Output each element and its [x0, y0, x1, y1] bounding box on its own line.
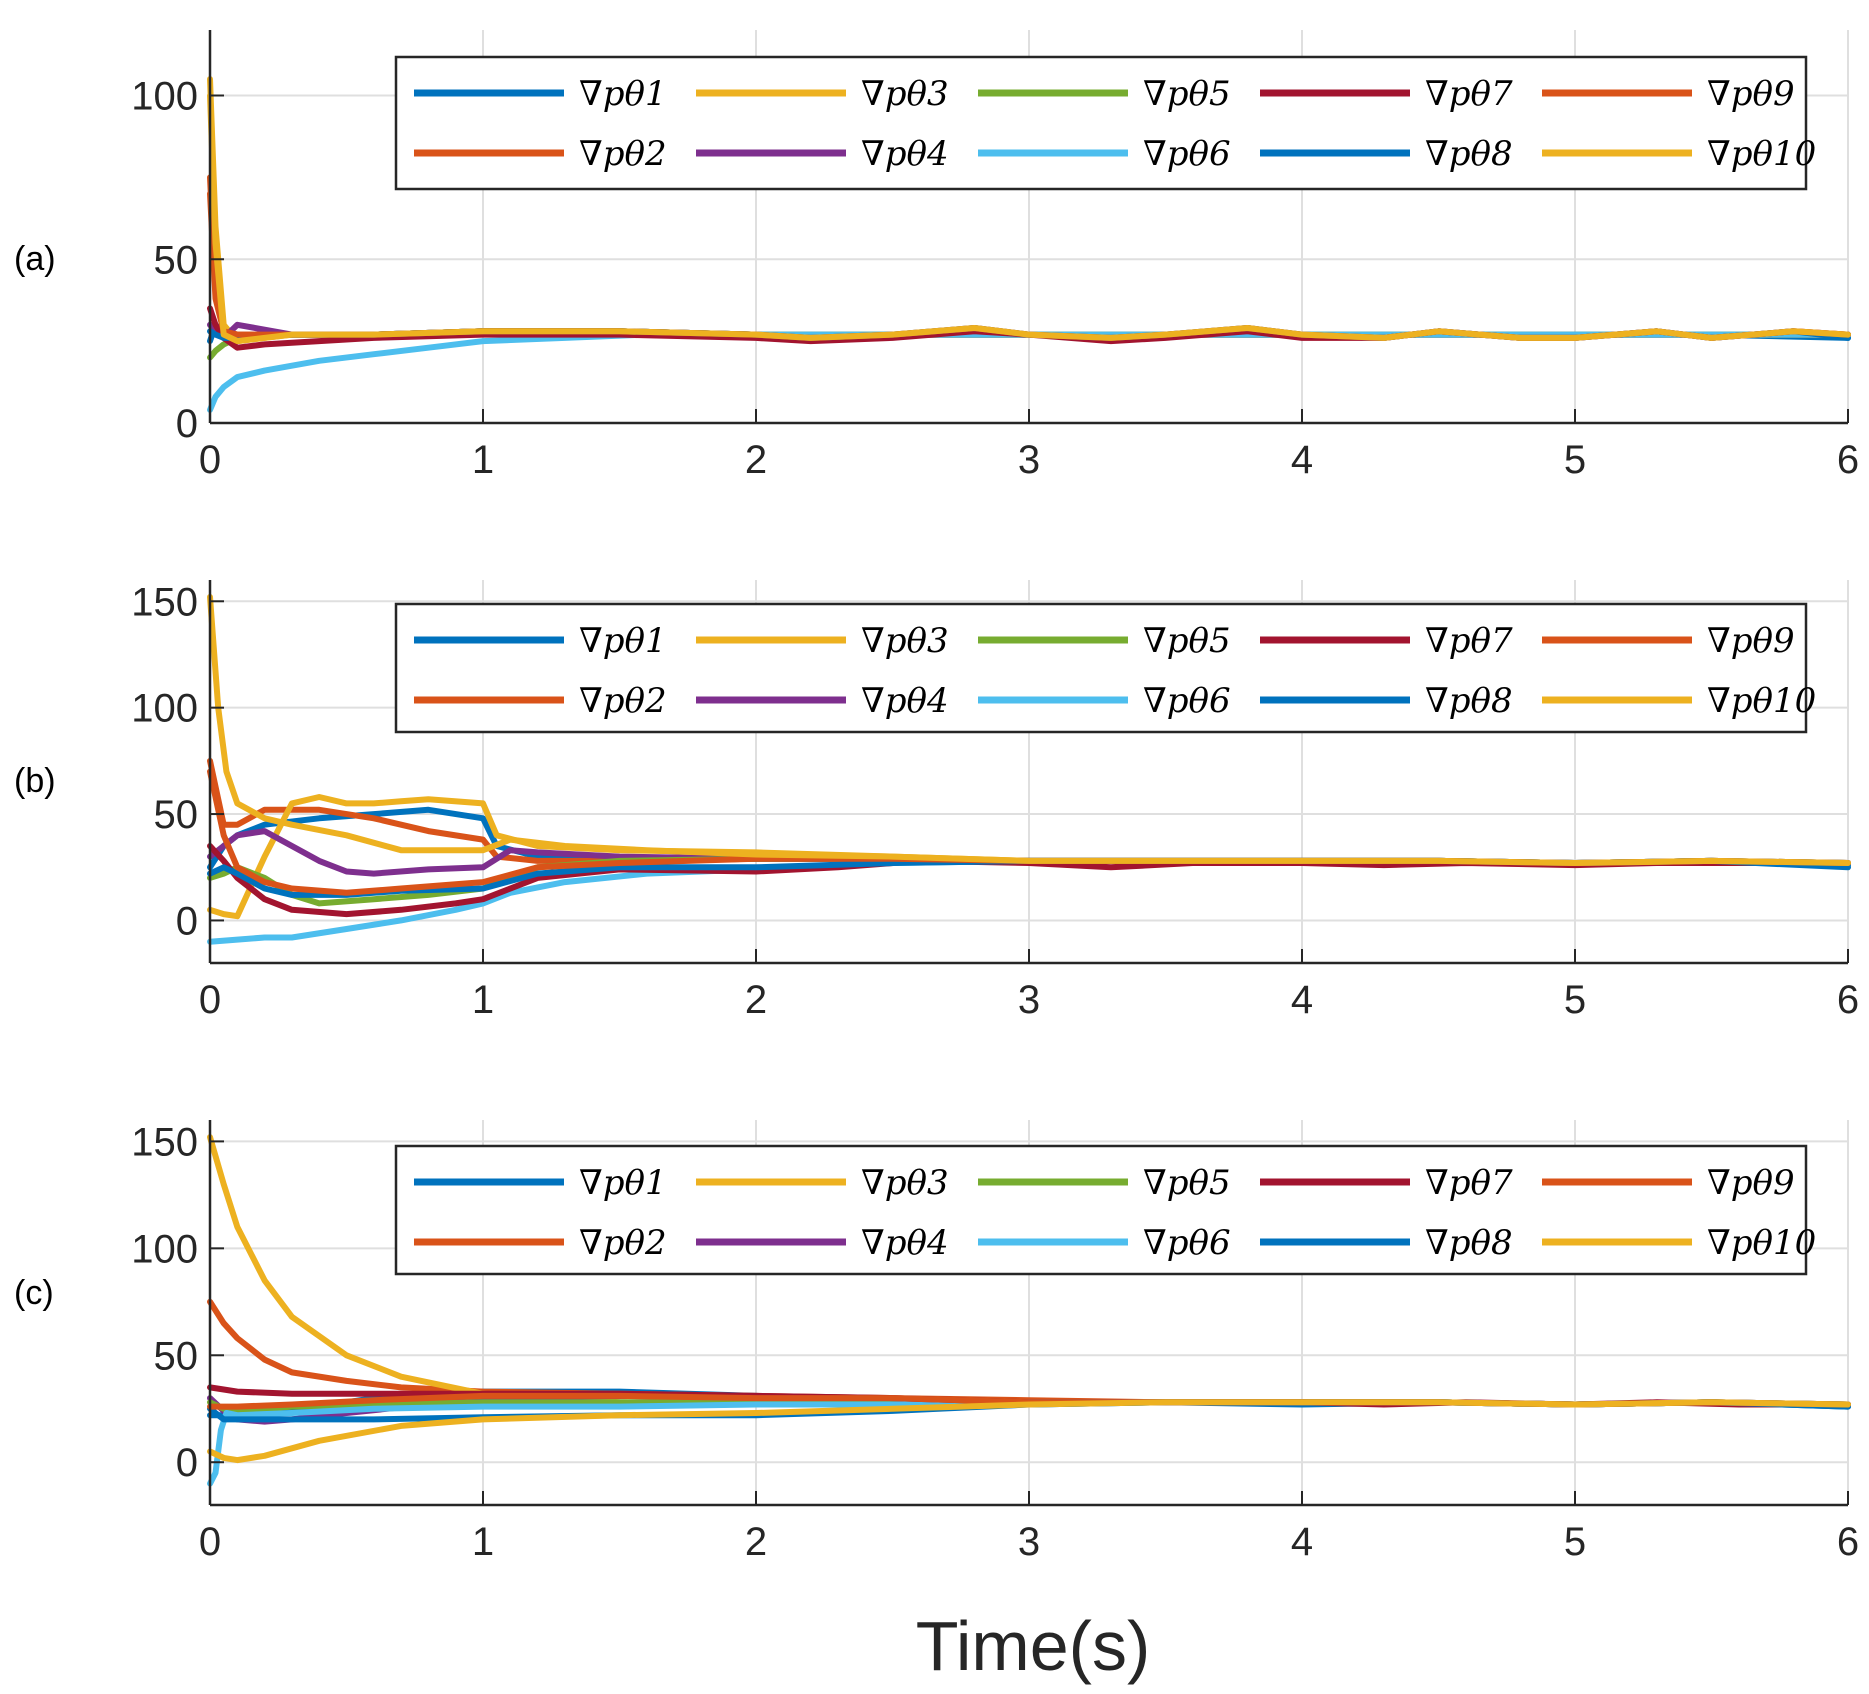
x-tick-label: 1 [472, 1520, 494, 1564]
y-tick-label: 50 [154, 1334, 199, 1378]
y-tick-label: 50 [154, 793, 199, 837]
x-tick-label: 4 [1291, 1520, 1313, 1564]
y-tick-label: 150 [131, 580, 198, 624]
legend-label: ∇pθ3 [861, 1163, 949, 1203]
legend-label: ∇pθ2 [579, 134, 667, 174]
y-tick-label: 0 [176, 402, 198, 446]
series-line-10 [207, 92, 1851, 345]
legend-label: ∇pθ7 [1425, 74, 1513, 114]
x-tick-label: 1 [472, 438, 494, 482]
panel-label: (b) [14, 762, 56, 800]
y-tick-label: 100 [131, 1227, 198, 1271]
y-tick-label: 100 [131, 687, 198, 731]
y-tick-label: 0 [176, 899, 198, 943]
y-tick-label: 50 [154, 238, 199, 282]
legend-label: ∇pθ9 [1707, 74, 1795, 114]
legend-label: ∇pθ6 [1143, 134, 1231, 174]
panel-0: 0 1 2 3 4 5 6 0 50 100 (a) ∇pθ1 ∇pθ3 ∇pθ5 ∇pθ7 ∇pθ9 ∇pθ2… [14, 30, 1859, 482]
legend-box [394, 1144, 1808, 1276]
legend-label: ∇pθ2 [579, 1223, 667, 1263]
legend-label: ∇pθ7 [1425, 621, 1513, 661]
legend-label: ∇pθ8 [1425, 134, 1513, 174]
series-line-10 [207, 594, 1851, 866]
legend-label: ∇pθ5 [1143, 621, 1231, 661]
x-tick-label: 2 [745, 438, 767, 482]
legend-label: ∇pθ1 [579, 74, 667, 114]
legend-label: ∇pθ5 [1143, 74, 1231, 114]
legend-label: ∇pθ3 [861, 621, 949, 661]
legend-label: ∇pθ1 [579, 1163, 667, 1203]
x-tick-label: 5 [1564, 438, 1586, 482]
x-tick-label: 5 [1564, 978, 1586, 1022]
panel-label: (a) [14, 240, 56, 278]
legend-label: ∇pθ7 [1425, 1163, 1513, 1203]
y-tick-label: 0 [176, 1441, 198, 1485]
legend-label: ∇pθ10 [1707, 681, 1816, 721]
x-tick-label: 3 [1018, 438, 1040, 482]
legend-label: ∇pθ9 [1707, 1163, 1795, 1203]
x-tick-label: 0 [199, 1520, 221, 1564]
x-tick-label: 3 [1018, 1520, 1040, 1564]
legend-label: ∇pθ3 [861, 74, 949, 114]
legend-label: ∇pθ6 [1143, 1223, 1231, 1263]
x-tick-label: 0 [199, 438, 221, 482]
legend-label: ∇pθ8 [1425, 1223, 1513, 1263]
x-tick-label: 6 [1837, 438, 1859, 482]
x-tick-label: 1 [472, 978, 494, 1022]
x-tick-label: 3 [1018, 978, 1040, 1022]
x-tick-label: 6 [1837, 978, 1859, 1022]
legend: ∇pθ1 ∇pθ3 ∇pθ5 ∇pθ7 ∇pθ9 ∇pθ2 ∇pθ4 ∇pθ6 ∇pθ8 ∇pθ1… [394, 602, 1816, 734]
legend-label: ∇pθ2 [579, 681, 667, 721]
legend-label: ∇pθ10 [1707, 1223, 1816, 1263]
legend: ∇pθ1 ∇pθ3 ∇pθ5 ∇pθ7 ∇pθ9 ∇pθ2 ∇pθ4 ∇pθ6 ∇pθ8 ∇pθ1… [394, 1144, 1816, 1276]
x-tick-label: 5 [1564, 1520, 1586, 1564]
x-axis-label: Time(s) [916, 1607, 1151, 1685]
legend-label: ∇pθ4 [861, 1223, 949, 1263]
legend-label: ∇pθ9 [1707, 621, 1795, 661]
x-tick-label: 4 [1291, 978, 1313, 1022]
x-tick-label: 2 [745, 1520, 767, 1564]
legend-box [394, 55, 1808, 191]
x-tick-label: 0 [199, 978, 221, 1022]
legend-label: ∇pθ4 [861, 681, 949, 721]
legend-label: ∇pθ10 [1707, 134, 1816, 174]
y-tick-label: 100 [131, 75, 198, 119]
legend: ∇pθ1 ∇pθ3 ∇pθ5 ∇pθ7 ∇pθ9 ∇pθ2 ∇pθ4 ∇pθ6 ∇pθ8 ∇pθ1… [394, 55, 1816, 191]
x-tick-label: 6 [1837, 1520, 1859, 1564]
legend-label: ∇pθ8 [1425, 681, 1513, 721]
legend-label: ∇pθ4 [861, 134, 949, 174]
legend-label: ∇pθ6 [1143, 681, 1231, 721]
x-tick-label: 4 [1291, 438, 1313, 482]
legend-box [394, 602, 1808, 734]
series-line-10 [207, 1399, 1851, 1464]
y-tick-label: 150 [131, 1120, 198, 1164]
panel-label: (c) [14, 1274, 54, 1312]
legend-label: ∇pθ1 [579, 621, 667, 661]
legend-label: ∇pθ5 [1143, 1163, 1231, 1203]
x-tick-label: 2 [745, 978, 767, 1022]
